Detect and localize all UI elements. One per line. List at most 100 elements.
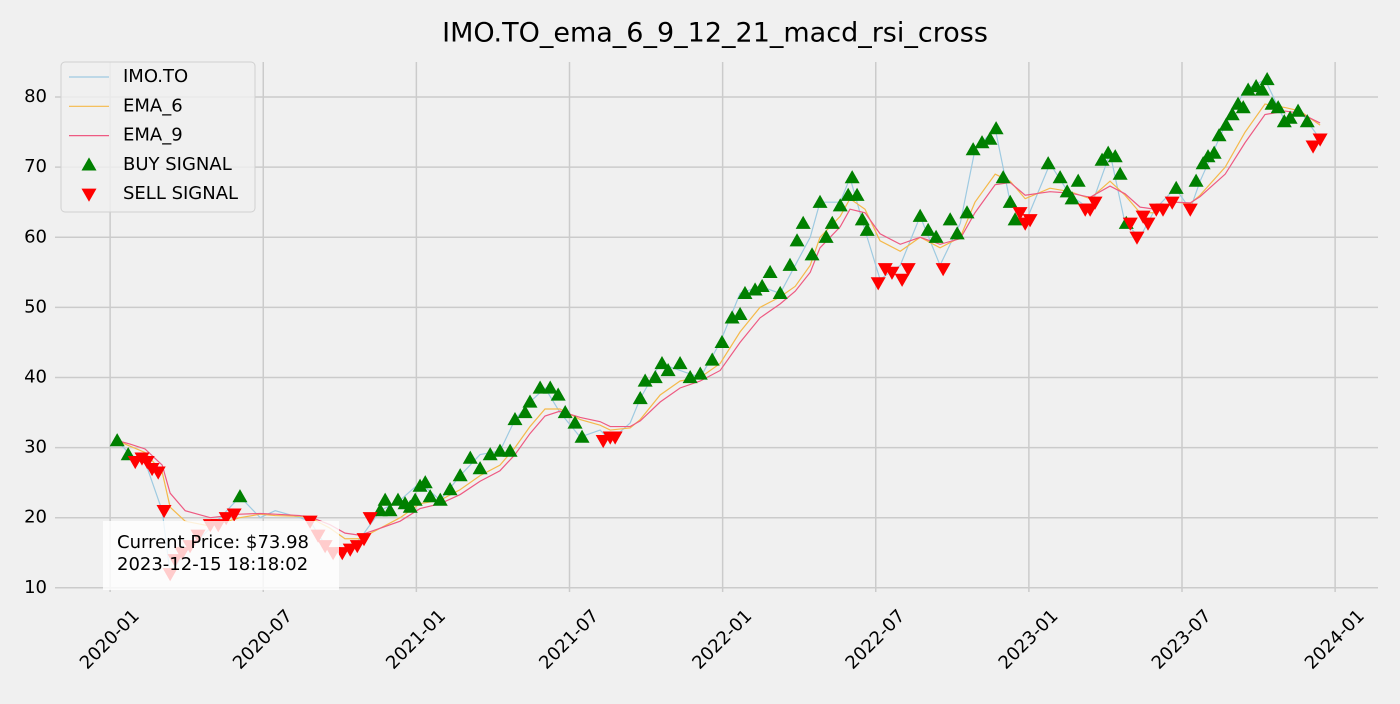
- buy-marker: [442, 482, 458, 496]
- sell-marker: [607, 431, 623, 445]
- buy-marker: [407, 492, 423, 506]
- buy-marker: [472, 461, 488, 475]
- buy-marker: [502, 443, 518, 457]
- buy-marker: [920, 222, 936, 236]
- buy-marker: [492, 443, 508, 457]
- buy-marker: [804, 247, 820, 261]
- buy-marker: [654, 355, 670, 370]
- buy-marker: [812, 194, 828, 208]
- buy-marker: [507, 412, 523, 426]
- sell-marker: [139, 455, 155, 470]
- buy-marker: [988, 121, 1004, 135]
- buy-marker: [1290, 103, 1306, 117]
- buy-marker: [949, 226, 965, 240]
- legend-label: IMO.TO: [123, 66, 188, 87]
- buy-marker: [637, 373, 653, 387]
- buy-marker: [542, 380, 558, 394]
- buy-marker: [1206, 145, 1222, 159]
- buy-marker: [762, 264, 778, 278]
- buy-marker: [660, 362, 676, 377]
- sell-marker: [1182, 203, 1198, 217]
- buy-marker: [704, 352, 720, 366]
- buy-marker: [1107, 149, 1123, 163]
- annotation-text: Current Price: $73.98: [117, 532, 309, 553]
- buy-marker: [974, 135, 990, 149]
- sell-marker: [935, 263, 951, 277]
- y-tick-label: 80: [24, 86, 47, 107]
- sell-marker: [1087, 196, 1103, 210]
- buy-marker: [382, 503, 398, 517]
- buy-marker: [818, 229, 834, 243]
- sell-marker: [356, 533, 372, 547]
- buy-marker: [965, 142, 981, 156]
- buy-marker: [844, 170, 860, 184]
- sell-marker: [877, 263, 893, 277]
- sell-marker: [1164, 196, 1180, 210]
- buy-marker: [557, 405, 573, 419]
- y-tick-label: 30: [24, 437, 47, 458]
- buy-marker: [232, 489, 248, 503]
- buy-marker: [1094, 152, 1110, 166]
- buy-marker: [1002, 194, 1018, 208]
- buy-marker: [517, 405, 533, 419]
- buy-marker: [1270, 100, 1286, 114]
- buy-marker: [754, 278, 770, 292]
- buy-marker: [1254, 82, 1270, 96]
- sell-marker: [144, 462, 160, 477]
- buy-marker: [417, 475, 433, 489]
- buy-marker: [747, 282, 763, 296]
- buy-marker: [402, 499, 418, 513]
- sell-marker: [1122, 217, 1138, 231]
- annotation-box: [103, 521, 339, 590]
- buy-marker: [692, 366, 708, 380]
- series-line: [117, 110, 1321, 536]
- legend-swatch: [81, 157, 97, 171]
- buy-marker: [482, 447, 498, 461]
- buy-marker: [724, 310, 740, 324]
- buy-marker: [1276, 114, 1292, 128]
- y-tick-label: 10: [24, 577, 47, 598]
- sell-marker: [218, 512, 234, 526]
- buy-marker: [912, 208, 928, 222]
- buy-marker: [1282, 110, 1298, 124]
- buy-marker: [522, 394, 538, 408]
- legend-label: SELL SIGNAL: [123, 183, 238, 204]
- buy-marker: [682, 369, 698, 384]
- buy-marker: [550, 387, 566, 401]
- buy-marker: [377, 492, 393, 506]
- buy-marker: [859, 222, 875, 236]
- buy-marker: [1224, 107, 1240, 121]
- buy-marker: [452, 468, 468, 482]
- buy-marker: [737, 285, 753, 299]
- legend-label: EMA_6: [123, 95, 183, 116]
- annotation-text: 2023-12-15 18:18:02: [117, 554, 308, 575]
- buy-marker: [1070, 173, 1086, 187]
- buy-marker: [647, 369, 663, 384]
- buy-marker: [109, 433, 125, 447]
- buy-marker: [1040, 156, 1056, 170]
- buy-marker: [832, 198, 848, 212]
- sell-marker: [150, 466, 166, 480]
- buy-marker: [824, 215, 840, 229]
- y-tick-label: 60: [24, 226, 47, 247]
- legend-box: [60, 61, 256, 213]
- chart-title: IMO.TO_ema_6_9_12_21_macd_rsi_cross: [442, 18, 988, 49]
- buy-marker: [1007, 212, 1023, 226]
- sell-marker: [894, 273, 910, 287]
- sell-marker: [870, 277, 886, 291]
- buy-marker: [1064, 191, 1080, 205]
- sell-marker: [226, 508, 242, 522]
- buy-marker: [422, 489, 438, 503]
- buy-marker: [1200, 149, 1216, 163]
- buy-marker: [1168, 180, 1184, 194]
- sell-marker: [349, 540, 365, 554]
- sell-marker: [1022, 214, 1038, 228]
- buy-marker: [532, 380, 548, 394]
- buy-marker: [772, 285, 788, 299]
- buy-marker: [1299, 114, 1315, 128]
- y-tick-label: 70: [24, 156, 47, 177]
- buy-marker: [574, 429, 590, 443]
- buy-marker: [795, 215, 811, 229]
- sell-marker: [1129, 231, 1145, 245]
